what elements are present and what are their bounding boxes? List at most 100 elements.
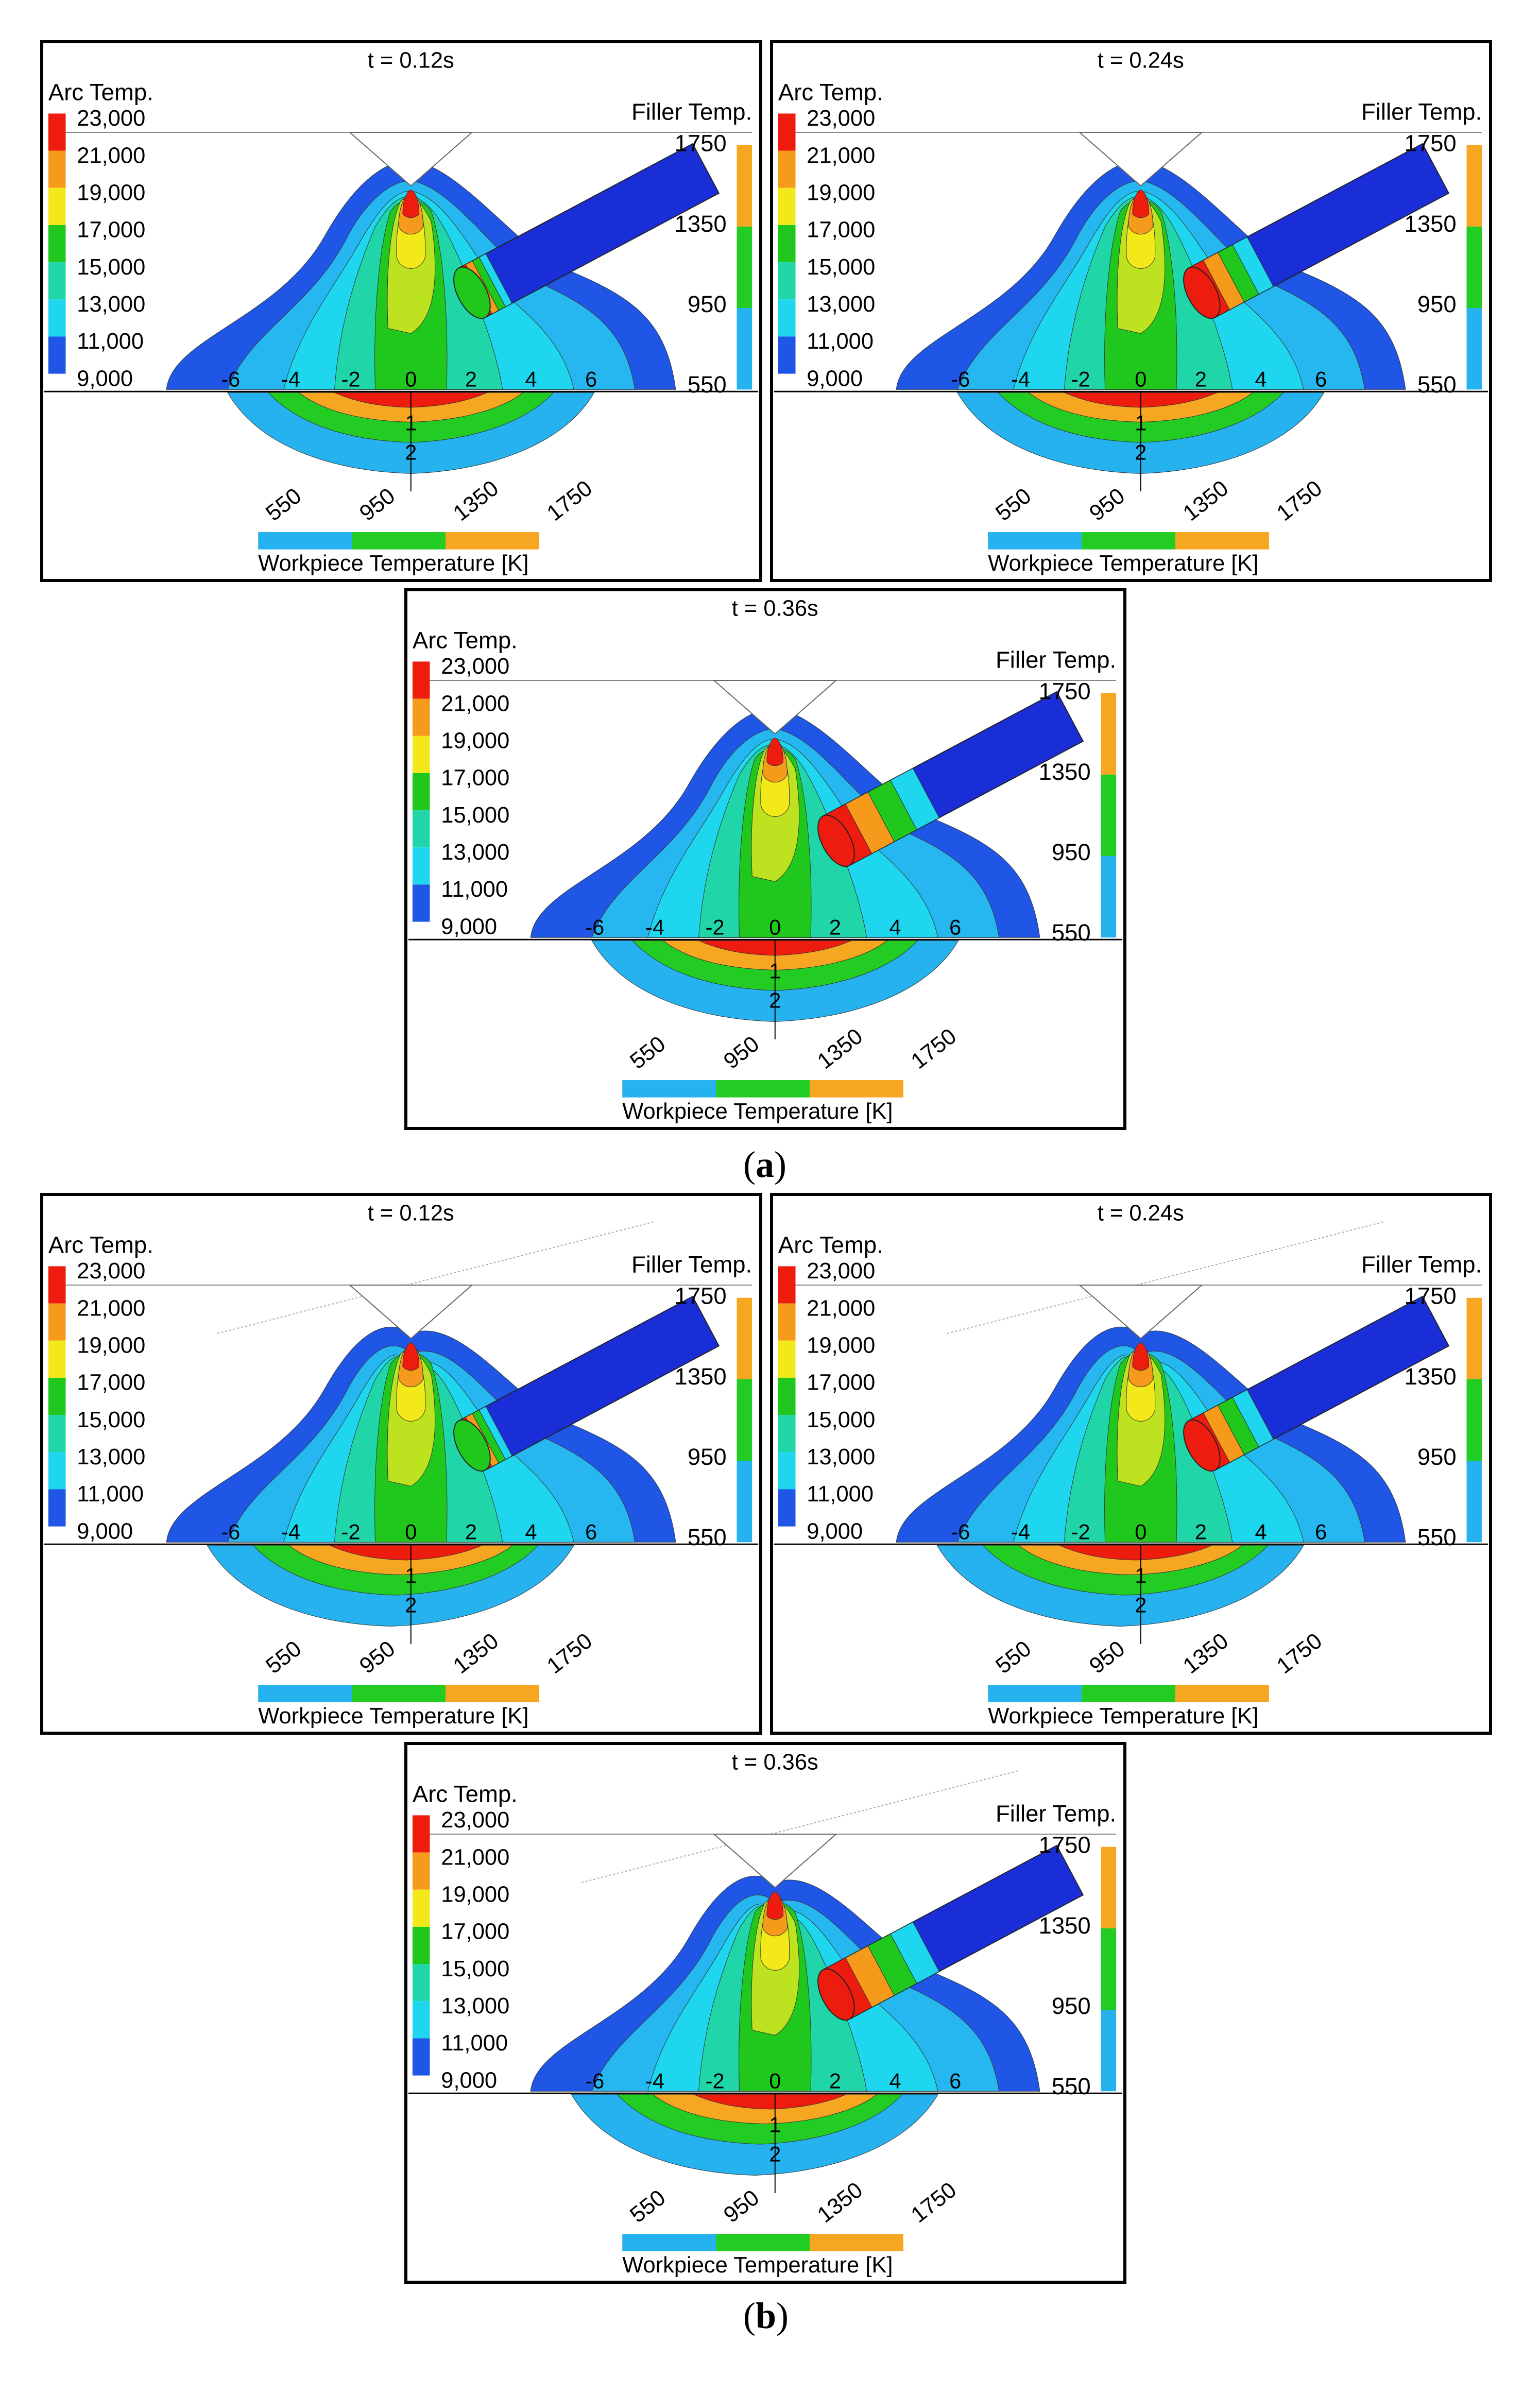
workpiece-legend-swatch: [446, 532, 539, 550]
arc-legend-swatch: [778, 113, 796, 151]
arc-legend-swatch: [778, 1377, 796, 1415]
panel-b-t024: t = 0.24s -6 -4 -2 0 2 4 6 1 2 Arc Temp. 23,000 21,0…: [770, 1193, 1492, 1735]
arc-legend-swatch: [412, 1815, 430, 1853]
arc-legend-tick: 17,000: [77, 218, 145, 243]
filler-rod: [1183, 143, 1450, 319]
guide-line-diagonal: [217, 1221, 656, 1334]
workpiece-contour-3: [693, 2094, 847, 2110]
arc-legend-tick: 23,000: [807, 106, 875, 131]
filler-legend-swatch: [737, 1379, 752, 1461]
caption-a: (a): [743, 1144, 786, 1185]
arc-legend-swatch: [48, 262, 66, 300]
filler-rod: [453, 143, 720, 319]
workpiece-legend-tick: 1750: [1272, 476, 1327, 526]
filler-legend-swatch: [1466, 1297, 1482, 1379]
filler-legend-tick: 1750: [1405, 130, 1457, 157]
arc-legend-title: Arc Temp.: [778, 79, 883, 106]
filler-rod: [817, 691, 1084, 867]
filler-legend-tick: 550: [1052, 919, 1091, 946]
x-tick-label: -2: [341, 367, 361, 391]
filler-legend-tick: 550: [1417, 1524, 1457, 1550]
y-tick-label: 2: [1135, 440, 1147, 465]
arc-legend-title: Arc Temp.: [413, 1781, 518, 1807]
workpiece-legend-tick: 1750: [1272, 1629, 1327, 1679]
filler-legend-swatch: [1101, 2010, 1117, 2092]
x-tick-label: -4: [281, 1519, 300, 1544]
arc-legend-tick: 9,000: [77, 1519, 133, 1544]
filler-rod: [453, 1295, 720, 1472]
electrode-cone: [348, 132, 474, 187]
arc-legend-swatch: [412, 1964, 430, 2002]
arc-legend-swatch: [412, 661, 430, 699]
workpiece-legend-title: Workpiece Temperature [K]: [258, 1704, 528, 1729]
arc-legend-swatch: [778, 299, 796, 337]
panel-a-t012: t = 0.12s -6 -4 -2 0 2 4 6 1 2 Arc Temp. 23,000 21,0…: [40, 40, 762, 582]
arc-legend-swatch: [778, 187, 796, 225]
arc-legend-swatch: [778, 1303, 796, 1341]
workpiece-contour-3: [1059, 1545, 1212, 1561]
arc-legend-tick: 17,000: [807, 1371, 875, 1395]
panel-title: t = 0.12s: [368, 1201, 454, 1225]
arc-contour-8: [402, 190, 420, 218]
filler-legend-swatch: [1101, 1846, 1117, 1928]
filler-legend-swatch: [1466, 1379, 1482, 1461]
workpiece-legend-title: Workpiece Temperature [K]: [622, 2253, 893, 2278]
arc-legend-tick: 15,000: [441, 803, 509, 828]
workpiece-legend-tick: 950: [719, 1032, 764, 1074]
workpiece-legend-title: Workpiece Temperature [K]: [988, 551, 1258, 576]
filler-legend-tick: 1750: [1405, 1283, 1457, 1309]
arc-legend-tick: 9,000: [807, 366, 863, 391]
workpiece-legend-title: Workpiece Temperature [K]: [258, 551, 528, 576]
arc-legend-tick: 13,000: [807, 1445, 875, 1469]
arc-legend-tick: 19,000: [807, 1333, 875, 1358]
arc-legend-swatch: [412, 1889, 430, 1927]
workpiece-legend-swatch: [622, 1080, 716, 1098]
arc-legend-tick: 11,000: [441, 877, 508, 902]
arc-legend-swatch: [48, 299, 66, 337]
arc-legend-swatch: [48, 1452, 66, 1490]
arc-legend-swatch: [48, 1266, 66, 1304]
filler-legend-tick: 1750: [675, 1283, 727, 1309]
x-tick-label: -6: [585, 2068, 604, 2093]
filler-legend-swatch: [1101, 774, 1117, 857]
arc-legend-tick: 11,000: [77, 329, 144, 354]
x-tick-label: 6: [585, 1519, 597, 1544]
filler-legend-title: Filler Temp.: [996, 646, 1116, 673]
x-tick-label: 4: [889, 915, 901, 939]
panel-a-t024: t = 0.24s -6 -4 -2 0 2 4 6 1 2 Arc Temp. 23,000 21,0…: [770, 40, 1492, 582]
x-tick-label: -4: [645, 2068, 664, 2093]
arc-legend-tick: 11,000: [807, 1482, 874, 1507]
arc-legend-swatch: [48, 1489, 66, 1527]
workpiece-legend-swatch: [446, 1685, 539, 1702]
filler-legend-title: Filler Temp.: [631, 1251, 752, 1277]
x-tick-label: 4: [1255, 367, 1267, 391]
arc-legend-swatch: [778, 1452, 796, 1490]
workpiece-legend-title: Workpiece Temperature [K]: [622, 1099, 893, 1124]
arc-legend-tick: 13,000: [77, 292, 145, 317]
arc-legend-swatch: [48, 150, 66, 188]
arc-legend-swatch: [778, 150, 796, 188]
arc-legend-title: Arc Temp.: [48, 79, 153, 106]
arc-legend-tick: 17,000: [441, 1920, 509, 1944]
arc-legend-swatch: [412, 2038, 430, 2076]
panel-title: t = 0.24s: [1098, 1201, 1184, 1225]
workpiece-legend-tick: 950: [719, 2185, 764, 2228]
caption-a-letter: a: [755, 1144, 774, 1185]
filler-legend-title: Filler Temp.: [1361, 98, 1482, 125]
filler-rod-tip: [453, 266, 491, 319]
y-tick-label: 2: [1135, 1593, 1147, 1617]
workpiece-legend-tick: 1750: [542, 476, 597, 526]
arc-legend-tick: 15,000: [77, 255, 145, 280]
arc-legend-tick: 13,000: [441, 1994, 509, 2019]
caption-b: (b): [743, 2295, 789, 2336]
arc-legend-tick: 13,000: [441, 840, 509, 865]
filler-legend-title: Filler Temp.: [996, 1800, 1116, 1826]
workpiece-legend-tick: 950: [1085, 1636, 1130, 1679]
arc-legend-tick: 21,000: [807, 1296, 875, 1321]
arc-legend-swatch: [48, 1415, 66, 1452]
arc-legend-tick: 23,000: [441, 1808, 509, 1833]
x-tick-label: 0: [405, 1519, 417, 1544]
filler-legend-swatch: [1466, 226, 1482, 309]
arc-legend-swatch: [412, 810, 430, 848]
y-tick-label: 2: [405, 440, 417, 465]
